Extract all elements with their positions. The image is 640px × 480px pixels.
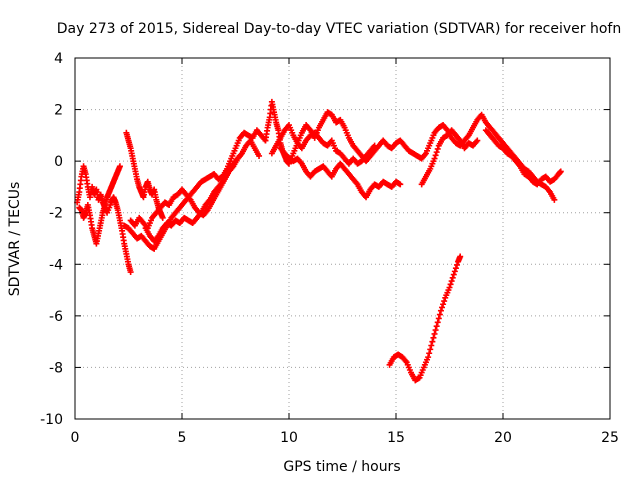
data-point-plus [453,261,460,268]
x-tick-label: 25 [601,430,619,446]
data-point-plus [425,354,432,361]
data-point-plus [439,304,446,311]
data-point-plus [452,265,459,272]
data-point-plus [437,307,444,314]
y-tick-label: -10 [40,412,63,428]
series-track-j [482,127,564,188]
series-track-f [142,152,243,245]
x-tick-label: 10 [280,430,298,446]
tick-marks [74,57,611,420]
data-point-plus [433,323,440,330]
data-point-plus [426,350,433,357]
data-point-plus [429,338,436,345]
series-track-d [121,127,269,252]
plot-frame [74,57,611,420]
x-tick-label: 5 [178,430,187,446]
data-point-plus [371,142,378,149]
data-point-plus [450,271,457,278]
data-point-plus [449,274,456,281]
data-point-plus [557,168,564,175]
data-point-plus [448,278,455,285]
data-point-plus [256,152,263,159]
data-point-plus [446,284,453,291]
data-point-plus [447,281,454,288]
data-point-plus [397,181,404,188]
data-point-plus [434,319,441,326]
data-point-plus [435,315,442,322]
x-axis-label: GPS time / hours [283,459,400,475]
data-point-plus [431,330,438,337]
series-track-b [76,163,123,247]
x-tick-label: 15 [387,430,405,446]
data-point-plus [427,346,434,353]
series-track-l [386,253,464,384]
data-point-plus [457,253,464,260]
data-point-plus [441,298,448,305]
chart-title: Day 273 of 2015, Sidereal Day-to-day VTE… [57,21,621,37]
data-point-plus [428,342,435,349]
series-track-h [277,145,404,201]
data-point-plus [159,214,166,221]
y-tick-label: 4 [54,51,63,67]
series-track-g [262,98,558,203]
y-tick-label: 0 [54,154,63,170]
data-point-plus [440,301,447,308]
data-point-plus [433,149,440,156]
data-point-plus [432,152,439,159]
data-point-plus [436,311,443,318]
data-point-plus [474,137,481,144]
y-tick-labels: -10 -8 -6 -4 -2 0 2 4 [40,51,63,428]
data-marks [74,98,564,384]
data-point-plus [430,334,437,341]
series-track-i [268,122,378,167]
data-point-plus [451,268,458,275]
grid-lines [75,58,610,419]
data-point-plus [116,163,123,170]
series-track-k [418,127,481,188]
y-tick-label: -2 [49,206,63,222]
x-tick-label: 0 [71,430,80,446]
data-point-plus [551,196,558,203]
y-tick-label: -4 [49,257,63,273]
y-tick-label: 2 [54,103,63,119]
data-point-plus [431,155,438,162]
series-track-a [74,163,134,276]
data-point-plus [236,152,243,159]
data-point-plus [127,269,134,276]
y-tick-label: -6 [49,309,63,325]
series-track-c [123,129,166,221]
x-tick-labels: 0 5 10 15 20 25 [71,430,619,446]
data-point-plus [432,327,439,334]
data-point-plus [434,145,441,152]
y-tick-label: -8 [49,360,63,376]
y-axis-label: SDTVAR / TECUs [7,182,23,297]
x-tick-label: 20 [494,430,512,446]
